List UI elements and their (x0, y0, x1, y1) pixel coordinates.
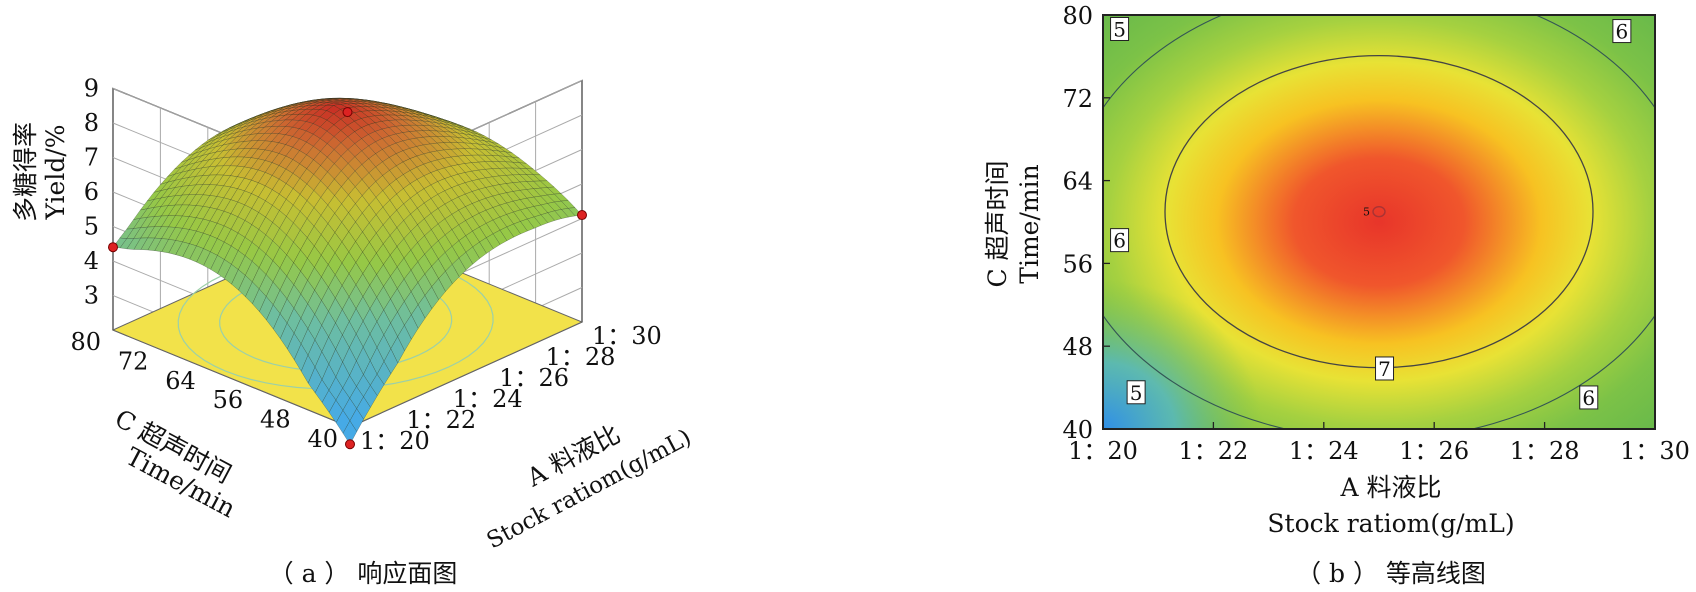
x-tick: 1：20 (1068, 437, 1138, 465)
design-points (108, 107, 587, 450)
surface-mesh (112, 97, 583, 445)
design-point (342, 107, 353, 118)
ratio-tick: 1：20 (360, 427, 430, 455)
x-tick: 1：24 (1289, 437, 1359, 465)
design-point (577, 210, 587, 221)
design-point (345, 439, 355, 450)
time-tick: 72 (118, 347, 149, 375)
contour-label-box (1579, 385, 1599, 410)
z-tick-labels: 3 4 5 6 7 8 9 (84, 75, 99, 310)
contour-label: 6 (1616, 20, 1629, 44)
z-tick: 5 (84, 213, 99, 241)
x-tick: 1：30 (1620, 437, 1690, 465)
x-tick: 1：26 (1399, 437, 1469, 465)
contour-x-label-cn: A 料液比 (1339, 473, 1441, 502)
contour-frame (1102, 14, 1656, 430)
time-tick: 56 (213, 386, 244, 414)
contour-label: 6 (1582, 386, 1595, 410)
time-tick: 64 (165, 367, 196, 395)
contour-label-box (1126, 380, 1146, 405)
ratio-tick: 1：22 (406, 406, 476, 434)
contour-label: 7 (1378, 357, 1391, 381)
z-tick: 9 (84, 75, 99, 103)
contour-level-labels: 5 6 6 7 5 6 (1110, 16, 1632, 410)
ratio-tick: 1：28 (546, 343, 616, 371)
y-tick: 80 (1062, 2, 1093, 30)
z-tick: 8 (84, 109, 99, 137)
time-tick: 40 (307, 425, 338, 453)
y-tick: 40 (1062, 416, 1093, 444)
ratio-tick: 1：26 (499, 364, 569, 392)
time-tick: 48 (260, 406, 291, 434)
caption-a: （ a ） 响应面图 (269, 559, 458, 588)
contour-x-tick-labels: 1：20 1：22 1：24 1：26 1：28 1：30 (1068, 422, 1690, 465)
ratio-tick-labels: 1：201：221：241：261：281：30 (360, 322, 662, 455)
x-tick: 1：28 (1510, 437, 1580, 465)
x-tick: 1：22 (1178, 437, 1248, 465)
contour-y-label-cn: C 超声时间 (983, 160, 1012, 287)
caption-b: （ b ） 等高线图 (1296, 559, 1486, 588)
z-axis-label-cn: 多糖得率 (11, 122, 40, 222)
contour-label: 5 (1130, 381, 1143, 405)
contour-label-box (1375, 356, 1395, 381)
surface-cell (342, 420, 358, 445)
z-axis-label-en: Yield/% (41, 124, 70, 220)
z-tick: 4 (84, 247, 99, 275)
z-tick: 7 (84, 144, 99, 172)
contour-label: 5 (1113, 17, 1126, 41)
contour-y-tick-labels: 40 48 56 64 72 80 (1062, 2, 1110, 444)
contour-x-label-en: Stock ratiom(g/mL) (1267, 509, 1514, 538)
y-tick: 72 (1062, 85, 1093, 113)
design-point (108, 242, 118, 253)
time-tick-labels: 40 48 56 64 72 80 (70, 328, 338, 453)
contour-y-label-en: Time/min (1015, 164, 1044, 283)
y-tick: 56 (1062, 250, 1093, 278)
center-label: 5 (1363, 206, 1370, 219)
time-tick: 80 (70, 328, 101, 356)
contour-label: 6 (1113, 229, 1126, 253)
z-tick: 6 (84, 178, 99, 206)
center-point (1372, 205, 1386, 218)
z-tick: 3 (84, 282, 99, 310)
ratio-tick: 1：24 (453, 385, 523, 413)
y-tick: 64 (1062, 168, 1093, 196)
ratio-tick: 1：30 (592, 322, 662, 350)
y-tick: 48 (1062, 333, 1093, 361)
contour-low-corner (1103, 280, 1263, 429)
contour-label-box (1110, 228, 1130, 253)
contour-label-box (1612, 19, 1632, 44)
contour-label-box (1110, 16, 1130, 41)
